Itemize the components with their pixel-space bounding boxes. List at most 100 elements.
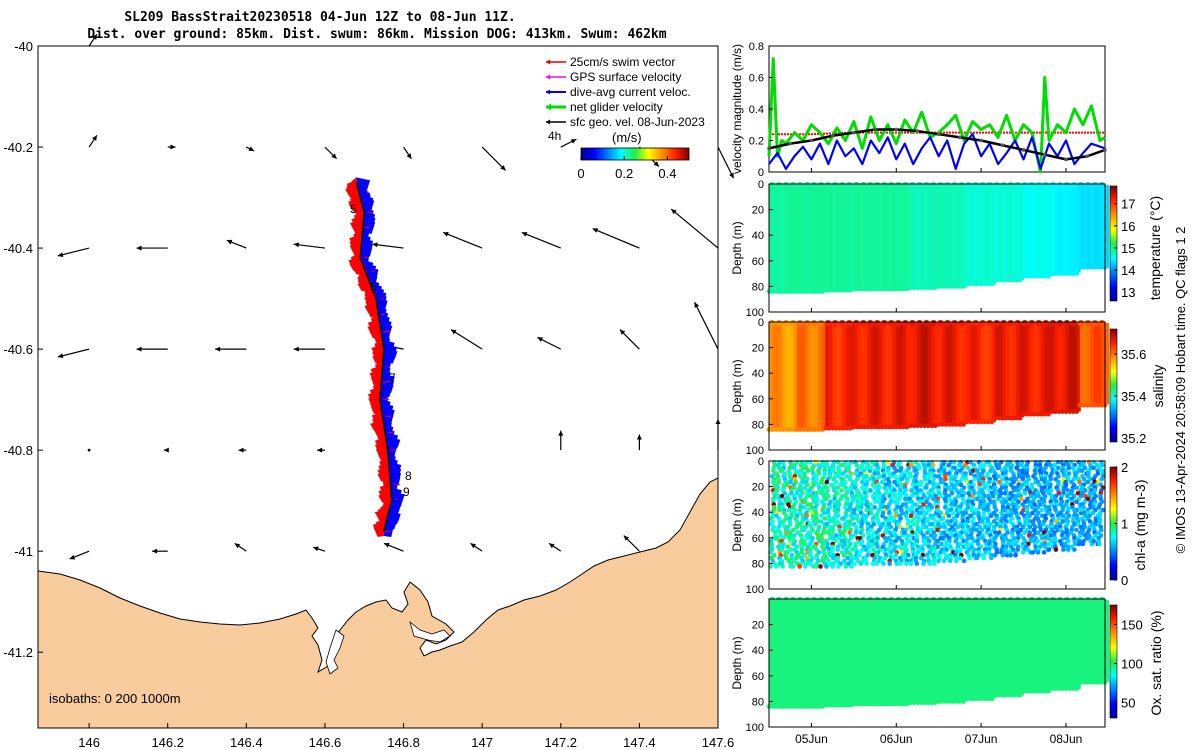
chla-sample bbox=[896, 536, 902, 541]
salinity-surface-sample bbox=[930, 319, 937, 327]
temperature-column bbox=[839, 185, 844, 291]
oxygen-ylabel: Depth (m) bbox=[730, 636, 744, 689]
salinity-column bbox=[1069, 323, 1074, 412]
swim-vector-swath bbox=[374, 525, 384, 537]
salinity-column bbox=[1044, 323, 1049, 414]
temperature-column bbox=[924, 185, 929, 289]
salinity-column bbox=[913, 323, 919, 427]
chla-sample bbox=[1074, 507, 1080, 513]
chla-sample bbox=[807, 541, 813, 547]
salinity-column bbox=[828, 323, 834, 429]
legend-item-net: net glider velocity bbox=[546, 100, 663, 114]
time-tick-label: 06Jun bbox=[880, 732, 913, 746]
temperature-surface-sample bbox=[831, 181, 839, 189]
temperature-edge-sample bbox=[975, 281, 981, 287]
chla-sample bbox=[830, 564, 835, 569]
temperature-edge-sample bbox=[1099, 264, 1104, 270]
salinity-edge-sample bbox=[855, 424, 860, 430]
salinity-edge-sample bbox=[1003, 415, 1009, 421]
geostrophic-speed-point bbox=[852, 130, 856, 135]
temperature-edge-sample bbox=[925, 285, 931, 291]
chla-sample bbox=[824, 462, 830, 468]
chla-sample bbox=[830, 519, 836, 524]
chla-sample bbox=[880, 544, 886, 550]
temperature-edge-sample bbox=[1088, 264, 1094, 270]
salinity-column bbox=[980, 323, 986, 423]
chla-sample bbox=[840, 544, 846, 550]
temperature-column bbox=[1023, 185, 1028, 276]
oxygen-surface-sample bbox=[1084, 596, 1092, 604]
temperature-column bbox=[952, 185, 958, 286]
chla-sample bbox=[946, 521, 952, 527]
salinity-y-tick-label: 0 bbox=[758, 317, 764, 329]
temperature-edge-sample bbox=[801, 289, 807, 294]
oxygen-surface-sample bbox=[1000, 596, 1008, 604]
temperature-column bbox=[987, 185, 993, 285]
chla-sample bbox=[812, 521, 818, 527]
oxygen-surface-sample bbox=[944, 596, 951, 604]
temperature-column bbox=[1062, 185, 1067, 273]
temperature-column bbox=[1100, 185, 1106, 267]
chla-y-tick-label: 80 bbox=[752, 558, 764, 570]
salinity-column bbox=[931, 323, 936, 425]
temperature-edge-sample bbox=[787, 289, 793, 294]
oxygen-surface-sample bbox=[1028, 596, 1036, 604]
chla-sample bbox=[860, 547, 866, 552]
oxygen-panel: 20 40 60 80 100 Depth (m) 50 100 150 Ox. sat. … bbox=[730, 596, 1164, 734]
map-x-tick-label: 146 bbox=[78, 735, 100, 750]
salinity-edge-sample bbox=[1049, 409, 1055, 414]
oxygen-surface-sample bbox=[909, 596, 916, 604]
oxygen-surface-sample bbox=[782, 596, 790, 604]
oxygen-surface-sample bbox=[824, 596, 832, 604]
salinity-column bbox=[1037, 323, 1042, 414]
salinity-y-tick-label: 20 bbox=[752, 343, 764, 355]
salinity-surface-sample bbox=[979, 319, 986, 327]
salinity-surface-sample bbox=[972, 319, 979, 327]
chla-y-tick-label: 100 bbox=[746, 584, 764, 596]
temperature-column bbox=[931, 185, 936, 289]
temperature-edge-sample bbox=[1003, 277, 1009, 283]
salinity-column bbox=[1086, 323, 1092, 405]
oxygen-surface-sample bbox=[874, 596, 881, 604]
salinity-edge-sample bbox=[943, 422, 949, 427]
salinity-column bbox=[984, 323, 989, 422]
chla-sample bbox=[864, 474, 869, 479]
temperature-edge-sample bbox=[957, 284, 963, 289]
temperature-column bbox=[821, 185, 827, 293]
salinity-edge-sample bbox=[929, 423, 935, 429]
chla-sample bbox=[849, 564, 854, 569]
chla-sample bbox=[883, 519, 889, 524]
chla-sample bbox=[972, 476, 977, 482]
temperature-column bbox=[849, 185, 855, 292]
temperature-edge-sample bbox=[1095, 264, 1101, 270]
temperature-edge-sample bbox=[798, 289, 804, 294]
temperature-column bbox=[941, 185, 947, 287]
salinity-surface-sample bbox=[817, 319, 825, 327]
temperature-edge-sample bbox=[1056, 271, 1062, 276]
temperature-column bbox=[955, 185, 961, 287]
chla-sample bbox=[962, 462, 968, 468]
temperature-edge-sample bbox=[770, 289, 775, 294]
temperature-y-tick-label: 60 bbox=[752, 256, 764, 268]
salinity-edge-sample bbox=[922, 423, 928, 429]
chla-sample bbox=[890, 555, 896, 561]
salinity-surface-sample bbox=[852, 319, 860, 327]
legend-item-current: dive-avg current veloc. bbox=[546, 85, 691, 99]
oxygen-surface-sample bbox=[881, 596, 888, 604]
chla-sample bbox=[914, 561, 920, 566]
temperature-column bbox=[1019, 185, 1025, 280]
chla-sample bbox=[1017, 521, 1023, 527]
temperature-surface-sample bbox=[838, 181, 846, 189]
temperature-surface-sample bbox=[824, 181, 832, 189]
salinity-surface-sample bbox=[965, 319, 972, 327]
temperature-edge-sample bbox=[823, 287, 828, 293]
salinity-column bbox=[1083, 323, 1088, 407]
temperature-surface-sample bbox=[1042, 181, 1050, 189]
salinity-y-tick-label: 40 bbox=[752, 368, 764, 380]
chla-sample bbox=[835, 490, 840, 496]
chla-sample bbox=[790, 564, 796, 569]
temperature-edge-sample bbox=[1042, 273, 1048, 279]
salinity-column bbox=[1100, 323, 1106, 406]
temperature-edge-sample bbox=[876, 286, 882, 292]
temperature-column bbox=[1083, 185, 1088, 267]
